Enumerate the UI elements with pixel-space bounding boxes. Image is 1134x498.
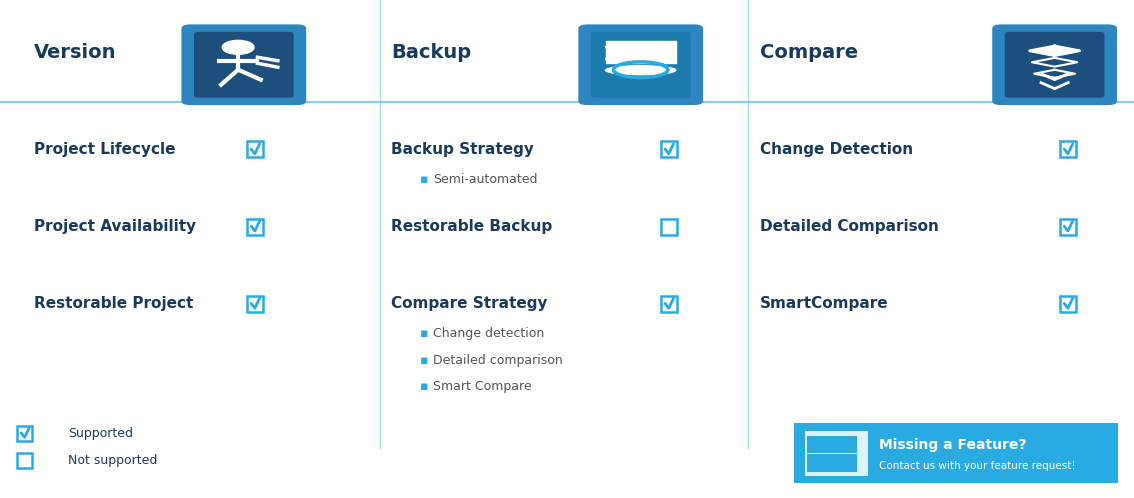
Text: Supported: Supported xyxy=(68,427,133,440)
Bar xyxy=(606,52,676,63)
Text: Restorable Backup: Restorable Backup xyxy=(391,219,552,234)
Text: Project Availability: Project Availability xyxy=(34,219,196,234)
FancyBboxPatch shape xyxy=(1060,296,1076,312)
FancyBboxPatch shape xyxy=(17,453,33,468)
Circle shape xyxy=(222,40,254,54)
FancyBboxPatch shape xyxy=(794,423,1118,483)
FancyBboxPatch shape xyxy=(1060,141,1076,157)
Text: SmartCompare: SmartCompare xyxy=(760,296,888,311)
Ellipse shape xyxy=(606,54,676,63)
FancyBboxPatch shape xyxy=(661,219,677,235)
Text: Project Lifecycle: Project Lifecycle xyxy=(34,142,176,157)
FancyBboxPatch shape xyxy=(1005,32,1105,98)
FancyBboxPatch shape xyxy=(1060,219,1076,235)
Text: Missing a Feature?: Missing a Feature? xyxy=(879,438,1026,452)
FancyBboxPatch shape xyxy=(832,455,857,472)
Text: Detailed comparison: Detailed comparison xyxy=(433,354,562,367)
Text: Not supported: Not supported xyxy=(68,454,158,467)
Text: Change detection: Change detection xyxy=(433,327,544,340)
FancyBboxPatch shape xyxy=(194,32,294,98)
FancyBboxPatch shape xyxy=(247,219,263,235)
Text: ⛹: ⛹ xyxy=(234,43,254,76)
FancyBboxPatch shape xyxy=(17,426,33,441)
FancyBboxPatch shape xyxy=(661,296,677,312)
Text: Detailed Comparison: Detailed Comparison xyxy=(760,219,939,234)
Text: Smart Compare: Smart Compare xyxy=(433,380,532,393)
Text: ▪: ▪ xyxy=(420,173,428,186)
Text: Change Detection: Change Detection xyxy=(760,142,913,157)
Text: Contact us with your feature request!: Contact us with your feature request! xyxy=(879,461,1075,471)
Text: Backup Strategy: Backup Strategy xyxy=(391,142,534,157)
Text: Compare Strategy: Compare Strategy xyxy=(391,296,548,311)
FancyBboxPatch shape xyxy=(247,296,263,312)
Text: ▪: ▪ xyxy=(420,380,428,393)
FancyBboxPatch shape xyxy=(578,24,703,105)
Ellipse shape xyxy=(606,43,676,52)
Ellipse shape xyxy=(606,66,676,75)
FancyBboxPatch shape xyxy=(805,431,868,476)
Bar xyxy=(606,41,676,52)
Text: Compare: Compare xyxy=(760,43,858,62)
Text: Restorable Project: Restorable Project xyxy=(34,296,194,311)
Text: ▪: ▪ xyxy=(420,354,428,367)
FancyBboxPatch shape xyxy=(807,455,832,472)
FancyBboxPatch shape xyxy=(661,141,677,157)
FancyBboxPatch shape xyxy=(247,141,263,157)
Text: Version: Version xyxy=(34,43,117,62)
FancyBboxPatch shape xyxy=(992,24,1117,105)
FancyBboxPatch shape xyxy=(807,436,832,453)
Text: Backup: Backup xyxy=(391,43,472,62)
Polygon shape xyxy=(1030,46,1080,56)
FancyBboxPatch shape xyxy=(832,436,857,453)
Text: ▪: ▪ xyxy=(420,327,428,340)
FancyBboxPatch shape xyxy=(181,24,306,105)
Text: Semi-automated: Semi-automated xyxy=(433,173,538,186)
FancyBboxPatch shape xyxy=(591,32,691,98)
